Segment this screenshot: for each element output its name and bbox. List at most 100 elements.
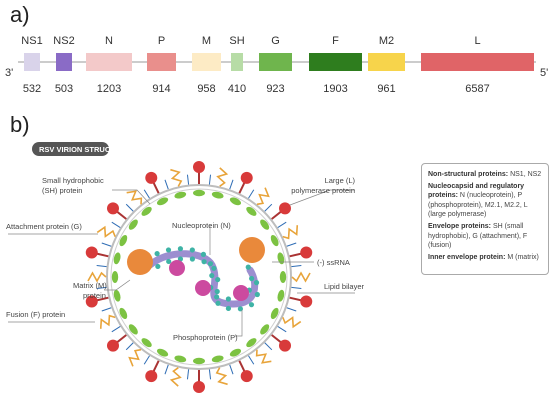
nucleoprotein-bead [211, 265, 217, 271]
legend-nucleocapsid: Nucleocapsid and regulatory proteins: N … [428, 182, 542, 220]
legend-envelope-text: SH (small hydrophobic), G (attachment), … [428, 222, 528, 250]
gene-box-m [192, 53, 221, 71]
callout-m-line2: protein [83, 291, 106, 300]
matrix-protein [111, 271, 119, 283]
sh-protein [286, 242, 297, 247]
sh-protein [291, 286, 302, 290]
nucleoprotein-bead [215, 276, 221, 283]
gene-name-n: N [105, 35, 113, 47]
matrix-protein [260, 219, 270, 230]
callout-g: Attachment protein (G) [6, 222, 82, 231]
nucleoprotein-bead [189, 247, 195, 253]
f-protein [85, 295, 98, 308]
gene-box-p [147, 53, 176, 71]
lipid-bilayer [106, 184, 292, 370]
gene-box-f [309, 53, 362, 71]
virion-illustration [85, 161, 313, 393]
sh-protein [125, 203, 134, 212]
nucleoprotein-bead [214, 294, 220, 300]
matrix-protein [279, 271, 287, 283]
virion-interior [117, 195, 281, 359]
sh-protein [96, 286, 107, 290]
gene-name-g: G [271, 35, 280, 47]
sh-protein [125, 342, 134, 351]
callout-lines [8, 189, 355, 337]
sh-protein [286, 307, 297, 312]
sh-protein [277, 326, 287, 333]
legend-envelope: Envelope proteins: SH (small hydrophobic… [428, 222, 542, 251]
gene-map: NS1 532 NS2 503 N 1203 P 914 M 958 SH 410 G 923 F 1903 M… [21, 35, 534, 95]
sh-protein [208, 369, 212, 380]
sh-protein [248, 355, 255, 365]
legend-nonstructural: Non-structural proteins: NS1, NS2 [428, 170, 542, 180]
sh-protein [164, 364, 169, 375]
matrix-protein [113, 252, 121, 265]
gene-length-ns2: 503 [55, 83, 73, 95]
sh-protein [164, 179, 169, 190]
matrix-protein [211, 355, 224, 363]
sh-protein [186, 369, 190, 380]
gene-name-ns2: NS2 [53, 35, 74, 47]
matrix-protein [174, 355, 187, 363]
callout-p: Phosphoprotein (P) [173, 333, 238, 342]
g-protein [256, 187, 270, 206]
nucleoprotein-bead [248, 302, 255, 308]
gene-length-sh: 410 [228, 83, 246, 95]
legend-inner: Inner envelope protein: M (matrix) [428, 253, 542, 263]
f-protein [279, 339, 292, 352]
g-protein [126, 190, 143, 205]
matrix-protein [113, 289, 121, 302]
nucleoprotein-bead [215, 300, 221, 306]
matrix-protein [174, 191, 187, 199]
nucleoprotein-bead [165, 247, 172, 253]
p-protein-1 [169, 260, 185, 276]
sh-protein [111, 326, 121, 333]
gene-length-m2: 961 [377, 83, 395, 95]
matrix-protein [119, 307, 128, 320]
f-protein [85, 246, 98, 259]
gene-length-ns1: 532 [23, 83, 41, 95]
gene-name-m2: M2 [379, 35, 394, 47]
matrix-protein [128, 219, 138, 230]
nucleoprotein-bead [214, 288, 220, 295]
g-protein [169, 367, 182, 387]
matrix-protein [246, 338, 257, 348]
callout-l-line1: Large (L) [325, 176, 356, 185]
gene-box-n [86, 53, 132, 71]
legend-nucleocapsid-text: N (nucleoprotein), P (phosphoprotein), M… [428, 192, 528, 219]
legend-nonstructural-text: NS1, NS2 [510, 171, 542, 178]
g-protein [170, 168, 183, 187]
virion-title-badge [32, 142, 109, 156]
legend-nonstructural-head: Non-structural proteins: [428, 171, 509, 178]
g-protein [128, 348, 142, 367]
p-protein-2 [195, 280, 211, 296]
callout-f: Fusion (F) protein [6, 310, 65, 319]
matrix-protein [119, 234, 128, 247]
sh-protein [143, 355, 150, 365]
legend-nucleocapsid-head: Nucleocapsid and regulatory proteins: [428, 182, 525, 200]
g-protein [282, 225, 299, 240]
lipid-bilayer-inner [110, 188, 288, 366]
ssrna-strand [146, 250, 259, 308]
f-protein [106, 202, 119, 215]
sh-protein [264, 203, 273, 212]
gene-box-g [259, 53, 292, 71]
sh-protein [277, 221, 287, 228]
genome-3prime-label: 3' [5, 67, 13, 79]
nucleoprotein-bead [177, 246, 184, 252]
gene-length-m: 958 [197, 83, 215, 95]
callout-lipid: Lipid bilayer [324, 282, 365, 291]
sh-protein [291, 264, 302, 268]
nucleoprotein-bead [154, 251, 160, 257]
sh-protein [248, 189, 255, 199]
matrix-protein [260, 324, 270, 335]
sh-protein [264, 342, 273, 351]
nucleoprotein-bead [245, 264, 251, 270]
matrix-protein [246, 206, 257, 216]
f-protein [300, 295, 313, 308]
p-protein-3 [233, 285, 249, 301]
f-protein [145, 171, 158, 184]
f-protein [193, 381, 205, 393]
protein-legend: Non-structural proteins: NS1, NS2 Nucleo… [421, 163, 549, 275]
